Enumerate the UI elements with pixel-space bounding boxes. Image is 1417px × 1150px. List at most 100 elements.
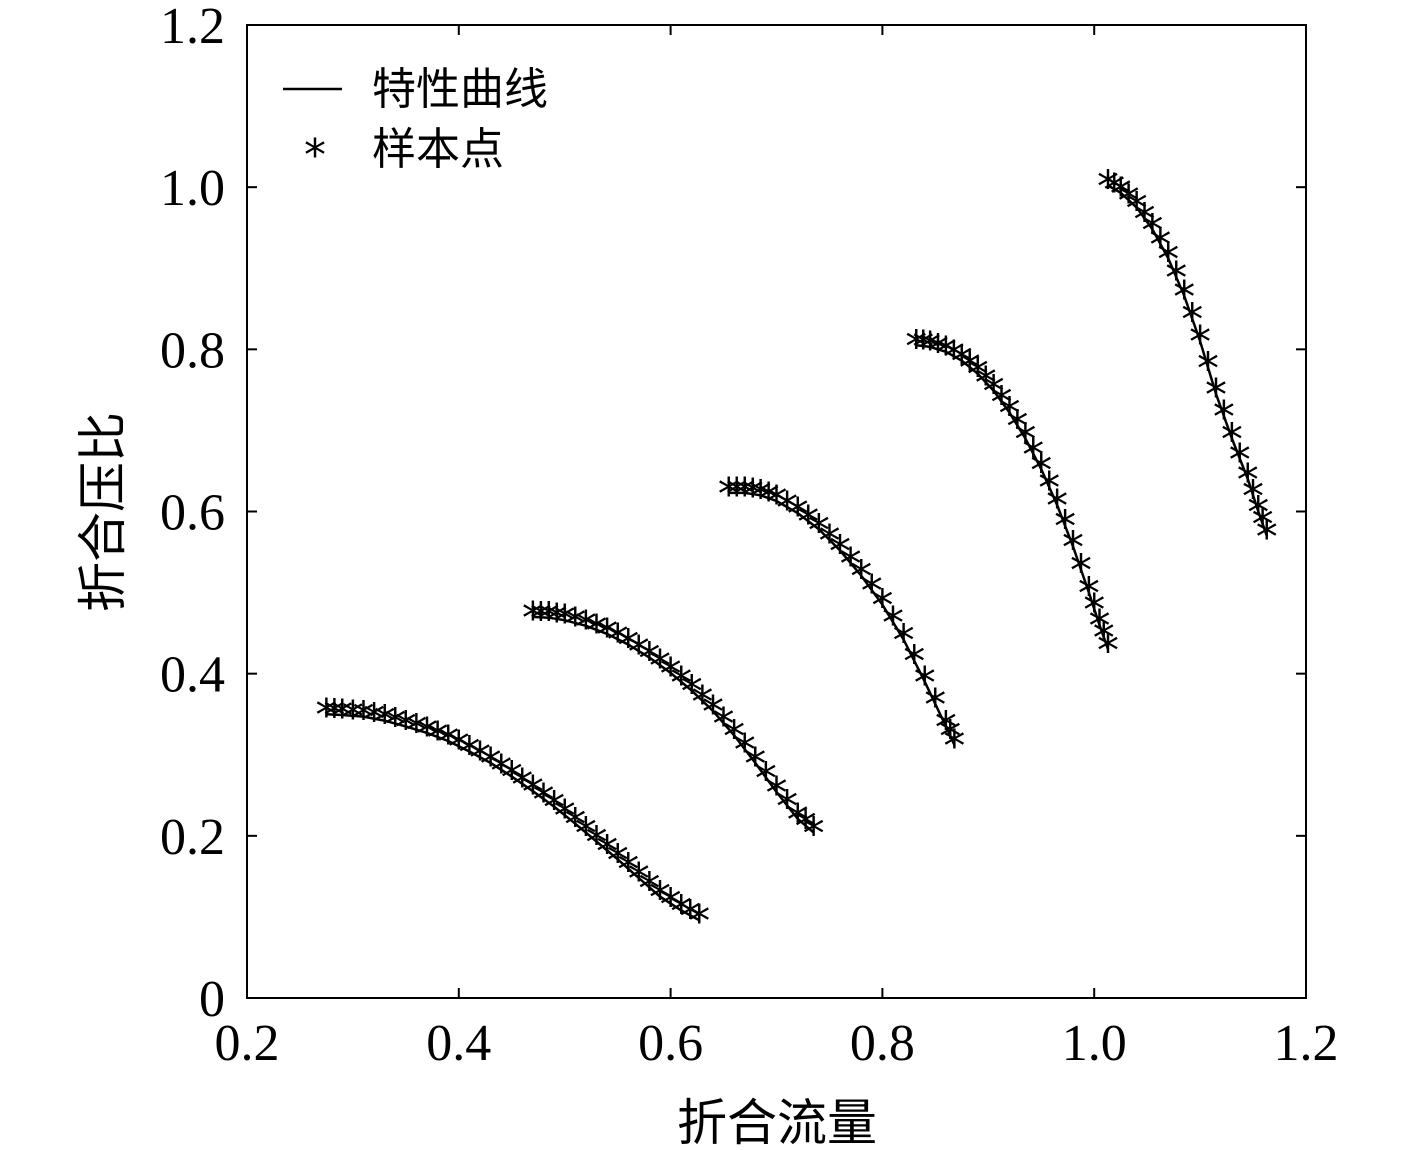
sample-point: * bbox=[808, 505, 830, 556]
sample-point: * bbox=[943, 721, 965, 772]
sample-point: * bbox=[905, 321, 927, 372]
sample-point: * bbox=[734, 725, 756, 776]
curves bbox=[326, 184, 1268, 922]
sample-point: * bbox=[914, 658, 936, 709]
sample-point: * bbox=[1149, 220, 1171, 271]
x-tick-label: 1.0 bbox=[1062, 1015, 1127, 1072]
y-tick-label: 0.6 bbox=[160, 485, 225, 542]
sample-point: * bbox=[999, 389, 1021, 440]
sample-point: * bbox=[638, 863, 660, 914]
sample-point: * bbox=[660, 880, 682, 931]
sample-point: * bbox=[586, 606, 608, 657]
legend-star-marker: * bbox=[304, 130, 326, 181]
sample-point: * bbox=[1205, 370, 1227, 421]
sample-point: * bbox=[530, 593, 552, 644]
sample-point: * bbox=[617, 621, 639, 672]
sample-point: * bbox=[726, 469, 748, 520]
sample-point: * bbox=[480, 739, 502, 790]
sample-point: * bbox=[670, 658, 692, 709]
sample-point: * bbox=[607, 615, 629, 666]
sample-point: * bbox=[797, 497, 819, 548]
sample-point: * bbox=[554, 596, 576, 647]
sample-point: * bbox=[374, 697, 396, 748]
sample-point: * bbox=[1189, 317, 1211, 368]
x-tick-label: 0.4 bbox=[426, 1015, 491, 1072]
x-tick-label: 0.2 bbox=[215, 1015, 280, 1072]
sample-point: * bbox=[679, 891, 701, 942]
sample-point: * bbox=[742, 470, 764, 521]
legend-label-samples: 样本点 bbox=[372, 124, 504, 175]
sample-point: * bbox=[1181, 295, 1203, 346]
y-tick-label: 1.0 bbox=[160, 160, 225, 217]
sample-point: * bbox=[546, 595, 568, 646]
sample-point: * bbox=[1070, 546, 1092, 597]
y-tick-label: 0.8 bbox=[160, 322, 225, 379]
sample-point: * bbox=[1252, 500, 1274, 551]
sample-point: * bbox=[522, 593, 544, 644]
sample-point: * bbox=[681, 667, 703, 718]
sample-point: * bbox=[575, 809, 597, 860]
sample-point: * bbox=[564, 800, 586, 851]
sample-point: * bbox=[649, 873, 671, 924]
sample-point: * bbox=[795, 802, 817, 853]
y-tick-label: 0.2 bbox=[160, 809, 225, 866]
y-tick-label: 0.4 bbox=[160, 647, 225, 704]
sample-point: * bbox=[935, 328, 957, 379]
sample-point: * bbox=[734, 469, 756, 520]
sample-point: * bbox=[1097, 162, 1119, 213]
sample-point: * bbox=[1247, 488, 1269, 539]
sample-point: * bbox=[912, 322, 934, 373]
sample-point: * bbox=[1141, 205, 1163, 256]
sample-point: * bbox=[416, 709, 438, 760]
sample-point: * bbox=[586, 818, 608, 869]
sample-point: * bbox=[1089, 601, 1111, 652]
characteristic-curve-2 bbox=[532, 615, 815, 834]
sample-point: * bbox=[927, 325, 949, 376]
sample-point: * bbox=[628, 627, 650, 678]
sample-point: * bbox=[543, 783, 565, 834]
sample-point: * bbox=[861, 566, 883, 617]
sample-point: * bbox=[1242, 471, 1264, 522]
sample-point: * bbox=[342, 692, 364, 743]
sample-point: * bbox=[538, 594, 560, 645]
sample-point: * bbox=[1110, 169, 1132, 220]
sample-point: * bbox=[1103, 165, 1125, 216]
sample-point: * bbox=[617, 845, 639, 896]
characteristic-curve-4 bbox=[916, 344, 1110, 650]
x-tick-label: 0.6 bbox=[638, 1015, 703, 1072]
sample-point: * bbox=[1118, 176, 1140, 227]
sample-point: * bbox=[511, 760, 533, 811]
sample-point: * bbox=[819, 516, 841, 567]
sample-point: * bbox=[670, 886, 692, 937]
sample-point: * bbox=[596, 826, 618, 877]
sample-point: * bbox=[427, 713, 449, 764]
sample-point: * bbox=[1062, 522, 1084, 573]
sample-point: * bbox=[1134, 194, 1156, 245]
sample-point: * bbox=[1221, 415, 1243, 466]
sample-point: * bbox=[1197, 344, 1219, 395]
sample-point: * bbox=[943, 332, 965, 383]
sample-point: * bbox=[1078, 569, 1100, 620]
sample-point: * bbox=[1097, 625, 1119, 676]
sample-point: * bbox=[975, 358, 997, 409]
sample-point: * bbox=[744, 739, 766, 790]
sample-point: * bbox=[829, 526, 851, 577]
sample-point: * bbox=[405, 706, 427, 757]
sample-point: * bbox=[1014, 415, 1036, 466]
sample-point: * bbox=[1054, 502, 1076, 553]
sample-point: * bbox=[638, 634, 660, 685]
sample-point: * bbox=[758, 474, 780, 525]
sample-point: * bbox=[649, 641, 671, 692]
sample-point: * bbox=[882, 598, 904, 649]
sample-point: * bbox=[787, 795, 809, 846]
sample-point: * bbox=[691, 677, 713, 728]
y-tick-label: 0 bbox=[199, 971, 225, 1028]
sample-points: ****************************************… bbox=[315, 162, 1277, 948]
sample-point: * bbox=[803, 809, 825, 860]
sample-point: * bbox=[448, 722, 470, 773]
sample-point: * bbox=[1173, 272, 1195, 323]
sample-point: * bbox=[871, 581, 893, 632]
axis-ticks: 0.2 0.4 0.6 0.8 1.0 1.200.20.40.60.81.01.2 bbox=[160, 0, 1339, 1072]
sample-point: * bbox=[554, 791, 576, 842]
